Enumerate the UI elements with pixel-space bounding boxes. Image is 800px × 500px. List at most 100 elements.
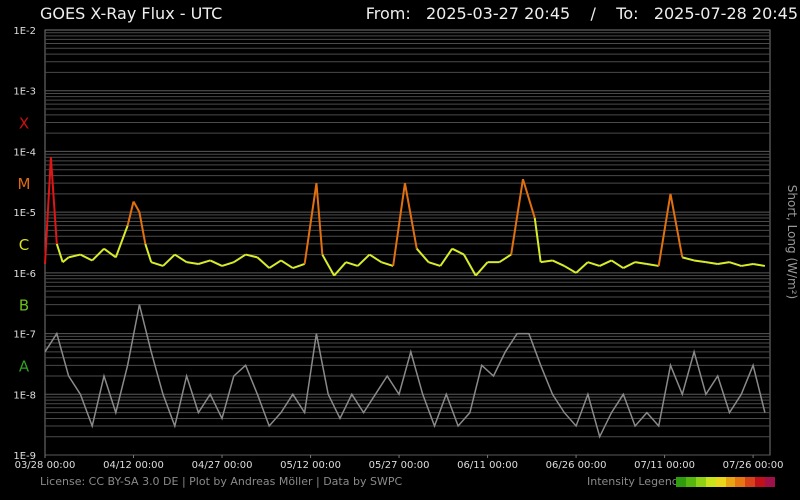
y-axis-label: Short, Long (W/m²) (785, 185, 799, 299)
x-tick-label: 05/27 00:00 (369, 460, 430, 471)
flare-class-label: B (19, 297, 29, 315)
series-long-segment (345, 261, 359, 267)
flare-class-label: A (19, 357, 30, 375)
series-long-segment (150, 261, 164, 267)
series-long-segment (55, 243, 64, 263)
from-label: From: (365, 4, 411, 23)
y-tick-label: 1E-6 (13, 269, 36, 280)
series-long-segment (321, 254, 336, 277)
legend-swatch-2 (695, 477, 706, 487)
series-long-segment (682, 256, 695, 262)
y-tick-label: 1E-7 (13, 330, 36, 341)
series-long-segment (622, 261, 636, 269)
series-long-segment (741, 262, 754, 267)
flare-class-label: X (19, 114, 29, 132)
range-separator: / (590, 4, 596, 23)
series-long-segment (392, 183, 406, 267)
series-long-segment (717, 261, 730, 265)
series-long-segment (198, 259, 211, 265)
to-value: 2025-07-28 20:45 (653, 4, 798, 23)
x-tick-label: 04/27 00:00 (192, 460, 253, 471)
series-long-segment (369, 253, 382, 264)
series-long-segment (540, 259, 553, 264)
series-long-segment (533, 217, 542, 263)
y-tick-label: 1E-2 (13, 26, 36, 37)
series-long-segment (563, 265, 577, 274)
series-long-segment (646, 262, 659, 267)
legend-swatch-6 (735, 477, 746, 487)
series-long-segment (49, 157, 58, 244)
x-tick-label: 03/28 00:00 (15, 460, 76, 471)
series-long-segment (510, 178, 524, 255)
series-long-segment (610, 259, 624, 269)
series-long-segment (68, 253, 81, 259)
from-value: 2025-03-27 20:45 (426, 4, 571, 23)
x-tick-label: 06/26 00:00 (546, 460, 607, 471)
series-long-segment (186, 261, 199, 265)
series-long-segment (292, 263, 305, 269)
chart-title: GOES X-Ray Flux - UTC (40, 4, 223, 23)
series-long-segment (729, 261, 742, 267)
series-long-segment (403, 182, 418, 249)
series-long-segment (669, 193, 684, 258)
series-long-segment (174, 253, 188, 264)
license-text: License: CC BY-SA 3.0 DE | Plot by Andre… (40, 475, 403, 488)
time-range: From: 2025-03-27 20:45 / To: 2025-07-28 … (366, 4, 798, 23)
series-long-segment (498, 253, 512, 264)
intensity-legend-label: Intensity Legend (587, 475, 679, 488)
series-long-segment (634, 261, 648, 265)
series-long-segment (475, 261, 489, 277)
y-tick-label: 1E-5 (13, 208, 36, 219)
series-long-segment (552, 259, 565, 267)
series-long-segment (126, 201, 135, 226)
series-long-segment (79, 253, 93, 262)
series-long-segment (209, 259, 223, 267)
y-tick-label: 1E-3 (13, 87, 36, 98)
legend-swatch-3 (705, 477, 716, 487)
flare-class-label: M (18, 175, 31, 193)
series-long-segment (303, 183, 318, 265)
series-long-segment (144, 243, 153, 263)
series-long-segment (522, 178, 536, 219)
legend-swatch-9 (765, 477, 776, 487)
series-long-segment (132, 200, 141, 213)
series-long-segment (162, 253, 176, 267)
legend-swatch-0 (676, 477, 686, 487)
series-long-segment (439, 248, 453, 267)
to-label: To: (616, 4, 639, 23)
x-tick-label: 07/26 00:00 (723, 460, 784, 471)
legend-swatch-4 (715, 477, 726, 487)
series-long-segment (657, 193, 672, 267)
series-long-segment (103, 247, 117, 259)
series-long-segment (333, 261, 347, 277)
flare-class-label: C (19, 236, 29, 254)
y-tick-label: 1E-8 (13, 390, 36, 401)
series-long-segment (415, 248, 430, 263)
y-tick-label: 1E-9 (13, 451, 36, 462)
x-tick-label: 04/12 00:00 (103, 460, 164, 471)
series-long-segment (693, 259, 707, 264)
legend-swatch-1 (685, 477, 696, 487)
series-long-segment (451, 247, 465, 256)
series-long-segment (587, 261, 600, 267)
series-long-segment (138, 211, 147, 245)
series-long-segment (114, 225, 129, 258)
series-long-segment (463, 254, 477, 277)
legend-swatch-8 (755, 477, 766, 487)
x-tick-label: 05/12 00:00 (280, 460, 341, 471)
series-long-segment (705, 261, 718, 265)
series-long-segment (428, 261, 441, 267)
series-long-segment (44, 157, 52, 265)
series-long-segment (752, 262, 766, 267)
series-long-segment (245, 253, 258, 259)
series-long-segment (357, 253, 371, 267)
series-long-segment (280, 259, 294, 269)
legend-swatch-7 (745, 477, 756, 487)
series-long-segment (221, 261, 235, 267)
plot-area (44, 29, 771, 456)
series-long-segment (62, 256, 70, 263)
series-short-line (44, 304, 766, 439)
y-tick-label: 1E-4 (13, 147, 36, 158)
x-tick-label: 06/11 00:00 (457, 460, 518, 471)
